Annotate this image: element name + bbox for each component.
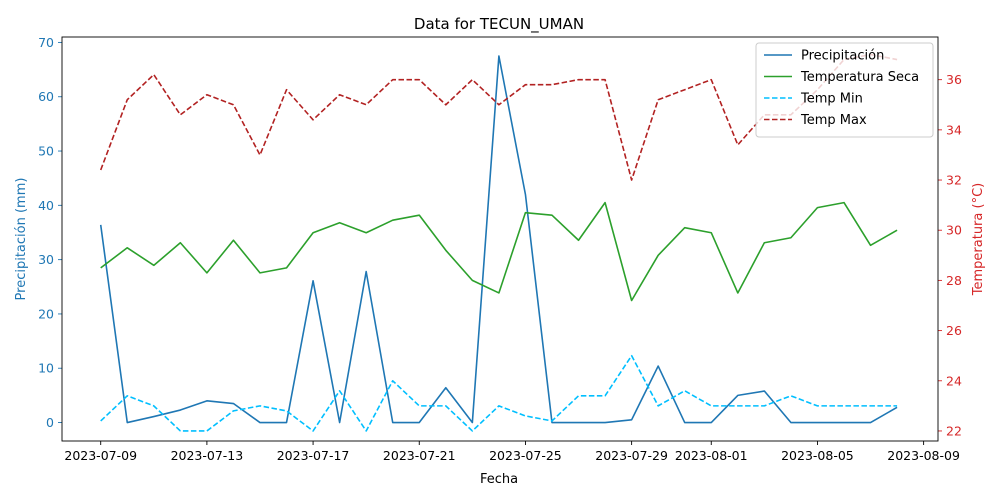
x-axis: 2023-07-09 2023-07-13 2023-07-17 2023-07-21… [64,441,960,463]
y-right-tick-label-5: 32 [946,173,962,188]
x-tick-label-8: 2023-08-09 [887,448,960,463]
series-2 [100,354,898,432]
legend-label-0: Precipitación [801,49,884,64]
x-tick-label-4: 2023-07-25 [489,448,562,463]
y-left-tick-label-5: 50 [38,144,54,159]
y-right-tick-label-1: 24 [946,373,962,388]
legend: Precipitación Temperatura Seca Temp Min Tem… [755,42,934,138]
series-0 [99,55,898,424]
y-left-tick-label-4: 40 [38,198,54,213]
y-right-tick-label-4: 30 [946,223,962,238]
chart-title: Data for TECUN_UMAN [414,15,584,34]
y-axis-right: 22 24 26 28 30 32 34 36 [938,72,962,438]
series-line-3 [99,53,898,181]
series-1 [100,201,898,302]
x-tick-label-2: 2023-07-17 [277,448,350,463]
x-axis-title: Fecha [480,472,518,487]
y-axis-right-title: Temperatura (°C) [971,183,986,296]
y-right-tick-label-7: 36 [946,72,962,87]
y-right-tick-label-0: 22 [946,423,962,438]
x-tick-label-6: 2023-08-01 [675,448,748,463]
series-line-0 [99,55,898,424]
x-tick-label-1: 2023-07-13 [171,448,244,463]
x-tick-label-0: 2023-07-09 [64,448,137,463]
y-left-tick-label-3: 30 [38,252,54,267]
y-axis-left: 0 10 20 30 40 50 60 70 [38,35,62,430]
series-layer [99,53,898,432]
plot-frame [61,36,939,442]
x-tick-label-5: 2023-07-29 [595,448,668,463]
y-left-tick-label-2: 20 [38,306,54,321]
legend-label-2: Temp Min [800,92,863,107]
y-left-tick-label-1: 10 [38,361,54,376]
y-left-tick-label-0: 0 [46,415,54,430]
y-left-tick-label-6: 60 [38,89,54,104]
legend-box [755,42,934,138]
x-tick-label-7: 2023-08-05 [781,448,854,463]
y-right-tick-label-3: 28 [946,273,962,288]
y-left-tick-label-7: 70 [38,35,54,50]
legend-label-1: Temperatura Seca [800,70,919,85]
x-tick-label-3: 2023-07-21 [383,448,456,463]
series-line-1 [100,201,898,302]
legend-label-3: Temp Max [800,113,867,128]
y-right-tick-label-2: 26 [946,323,962,338]
y-right-tick-label-6: 34 [946,122,962,137]
series-line-2 [100,354,898,432]
y-axis-left-title: Precipitación (mm) [14,178,29,301]
series-3 [99,53,898,181]
